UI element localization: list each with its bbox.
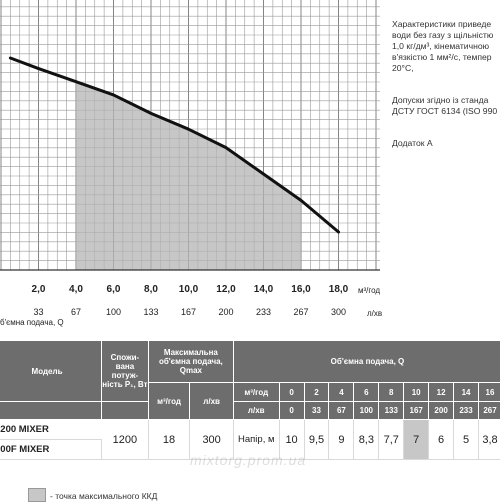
- flow-m3h-cell: 14: [453, 382, 479, 402]
- x-tick-labels: 2,0 4,0 6,0 8,0 10,0 12,0 14,0 16,0 18,0 33 67 100 1…: [0, 284, 382, 327]
- head-value: 9,5: [303, 419, 330, 460]
- flow-lmin-cell: 100: [353, 401, 380, 420]
- header-qmax-m3h: м³/год: [147, 382, 191, 420]
- x2-tick-label: 33: [33, 307, 43, 317]
- flow-m3h-cell: 10: [403, 382, 430, 402]
- header-flow-m3h: м³/год: [232, 382, 280, 402]
- note-tolerances: Допуски згідно із станда ДСТУ ГОСТ 6134 …: [392, 95, 498, 116]
- x2-tick-label: 133: [143, 307, 158, 317]
- head-label: Напір, м: [232, 419, 280, 460]
- flow-lmin-cell: 233: [453, 401, 479, 420]
- head-value: 9: [328, 419, 355, 460]
- legend-text: - точка максимального ККД: [50, 491, 158, 501]
- head-curve: [8, 56, 340, 234]
- flow-m3h-cell: 12: [428, 382, 455, 402]
- header-qmax: Максимальна об'ємна подача, Qmax: [147, 340, 234, 383]
- header-model: Модель: [0, 340, 103, 402]
- x-tick-label: 4,0: [69, 284, 83, 295]
- model-row-1: 1200 MIXER: [0, 419, 103, 440]
- head-value: 7,7: [378, 419, 405, 460]
- flow-lmin-cell: 200: [428, 401, 455, 420]
- head-value: 5: [453, 419, 479, 460]
- x2-tick-label: 300: [331, 307, 346, 317]
- flow-lmin-cell: 133: [378, 401, 405, 420]
- flow-lmin-cell: 67: [328, 401, 355, 420]
- legend: - точка максимального ККД: [0, 478, 500, 502]
- x-tick-label: 12,0: [216, 284, 236, 295]
- head-value: 6: [428, 419, 455, 460]
- head-value-max-efficiency: 7: [403, 419, 430, 460]
- x2-tick-label: 233: [256, 307, 271, 317]
- x-tick-label: 16,0: [291, 284, 311, 295]
- model-row-2: 200F MIXER: [0, 439, 103, 460]
- header-flow: Об'ємна подача, Q: [232, 340, 500, 383]
- flow-lmin-cell: 167: [403, 401, 430, 420]
- flow-lmin-cell: 33: [303, 401, 330, 420]
- header-power: Спожи-вана потуж-ність P₁, Вт: [101, 340, 149, 402]
- x-tick-label: 10,0: [179, 284, 199, 295]
- power-value: 1200: [101, 419, 149, 460]
- x2-tick-label: 200: [218, 307, 233, 317]
- note-appendix: Додаток А: [392, 138, 433, 148]
- head-value: 8,3: [353, 419, 380, 460]
- flow-lmin-cell: 0: [278, 401, 305, 420]
- qmax-m3h-value: 18: [147, 419, 191, 460]
- head-value: 3,8: [477, 419, 500, 460]
- characteristics-note: Характеристики приведе води без газу з щ…: [392, 8, 500, 170]
- header-qmax-lmin: л/хв: [189, 382, 234, 420]
- flow-m3h-cell: 4: [328, 382, 355, 402]
- header-flow-lmin: л/хв: [232, 401, 280, 420]
- x2-unit-label: л/хв: [367, 309, 382, 318]
- x-tick-label: 2,0: [32, 284, 46, 295]
- flow-m3h-cell: 2: [303, 382, 330, 402]
- shaded-area: [76, 81, 301, 271]
- flow-m3h-cell: 0: [278, 382, 305, 402]
- note-conditions: Характеристики приведе води без газу з щ…: [392, 19, 494, 73]
- x2-tick-label: 67: [71, 307, 81, 317]
- x2-tick-label: 267: [293, 307, 308, 317]
- flow-m3h-cell: 6: [353, 382, 380, 402]
- max-efficiency-region: [76, 81, 301, 271]
- x-axis-title: б'ємна подача, Q: [0, 318, 64, 327]
- spec-table: Модель Спожи-вана потуж-ність P₁, Вт Мак…: [0, 340, 500, 460]
- x-tick-label: 18,0: [329, 284, 349, 295]
- flow-lmin-cell: 267: [477, 401, 500, 420]
- pump-curve-chart: 2,0 4,0 6,0 8,0 10,0 12,0 14,0 16,0 18,0 33 67 100 1…: [0, 0, 382, 327]
- x-tick-label: 8,0: [144, 284, 158, 295]
- x-tick-label: 6,0: [107, 284, 121, 295]
- head-curve-line: [8, 56, 340, 234]
- x2-tick-label: 100: [106, 307, 121, 317]
- x-unit-label: м³/год: [358, 286, 380, 295]
- flow-m3h-cell: 16: [477, 382, 500, 402]
- flow-m3h-cell: 8: [378, 382, 405, 402]
- qmax-lmin-value: 300: [189, 419, 234, 460]
- head-value: 10: [278, 419, 305, 460]
- x2-tick-label: 167: [181, 307, 196, 317]
- x-tick-label: 14,0: [254, 284, 274, 295]
